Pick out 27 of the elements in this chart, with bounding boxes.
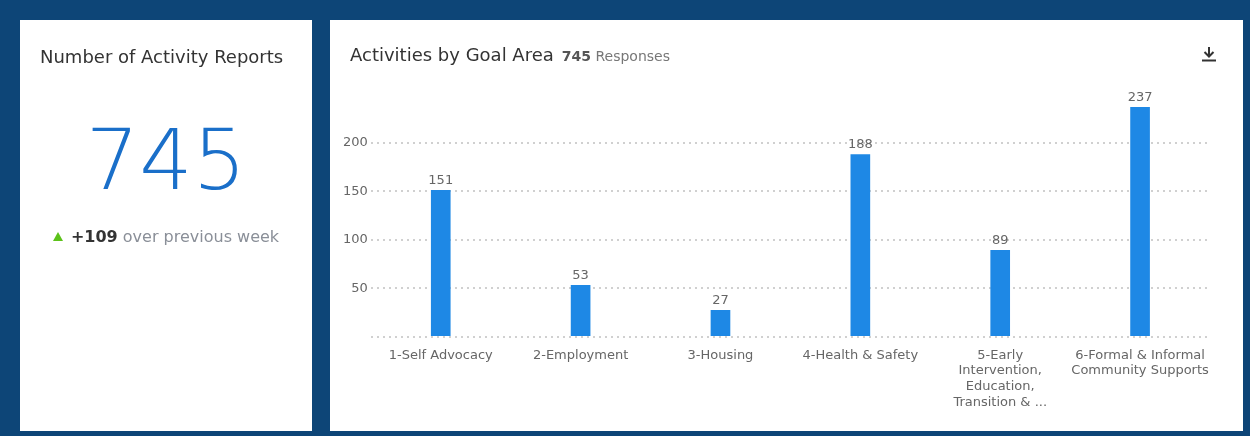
x-tick-label: 1-Self Advocacy (388, 346, 494, 362)
bar (1130, 107, 1150, 336)
text: Number of Activity Reports (39, 46, 285, 67)
y-tick-label: 50 (351, 279, 368, 295)
data-label: 27 (712, 292, 729, 308)
data-label: 188 (847, 136, 873, 152)
bar (850, 154, 871, 336)
x-tick-label: 2-Employment (532, 346, 629, 362)
bar (570, 284, 591, 336)
x-tick-label: 3-Housing (687, 346, 754, 362)
chart-subtitle: 745 Responses (561, 48, 670, 64)
data-label: 151 (428, 172, 454, 188)
text: +109 over previous week (70, 227, 280, 246)
x-tick-label: 5-Early Intervention, Education, Transition & ... (952, 346, 1048, 409)
bar (710, 310, 731, 336)
text: 745 (84, 111, 248, 209)
chart-title: Activities by Goal Area (350, 44, 554, 65)
y-tick-label: 150 (342, 182, 368, 198)
bar (430, 189, 451, 336)
data-label: 53 (572, 267, 589, 283)
bar (990, 250, 1011, 336)
y-tick-label: 100 (342, 231, 368, 247)
y-tick-label: 200 (342, 134, 368, 150)
data-label: 89 (991, 232, 1009, 248)
x-tick-label: 6-Formal & Informal Community Supports (1071, 346, 1210, 378)
x-tick-label: 4-Health & Safety (802, 346, 919, 362)
data-label: 237 (1127, 88, 1153, 104)
